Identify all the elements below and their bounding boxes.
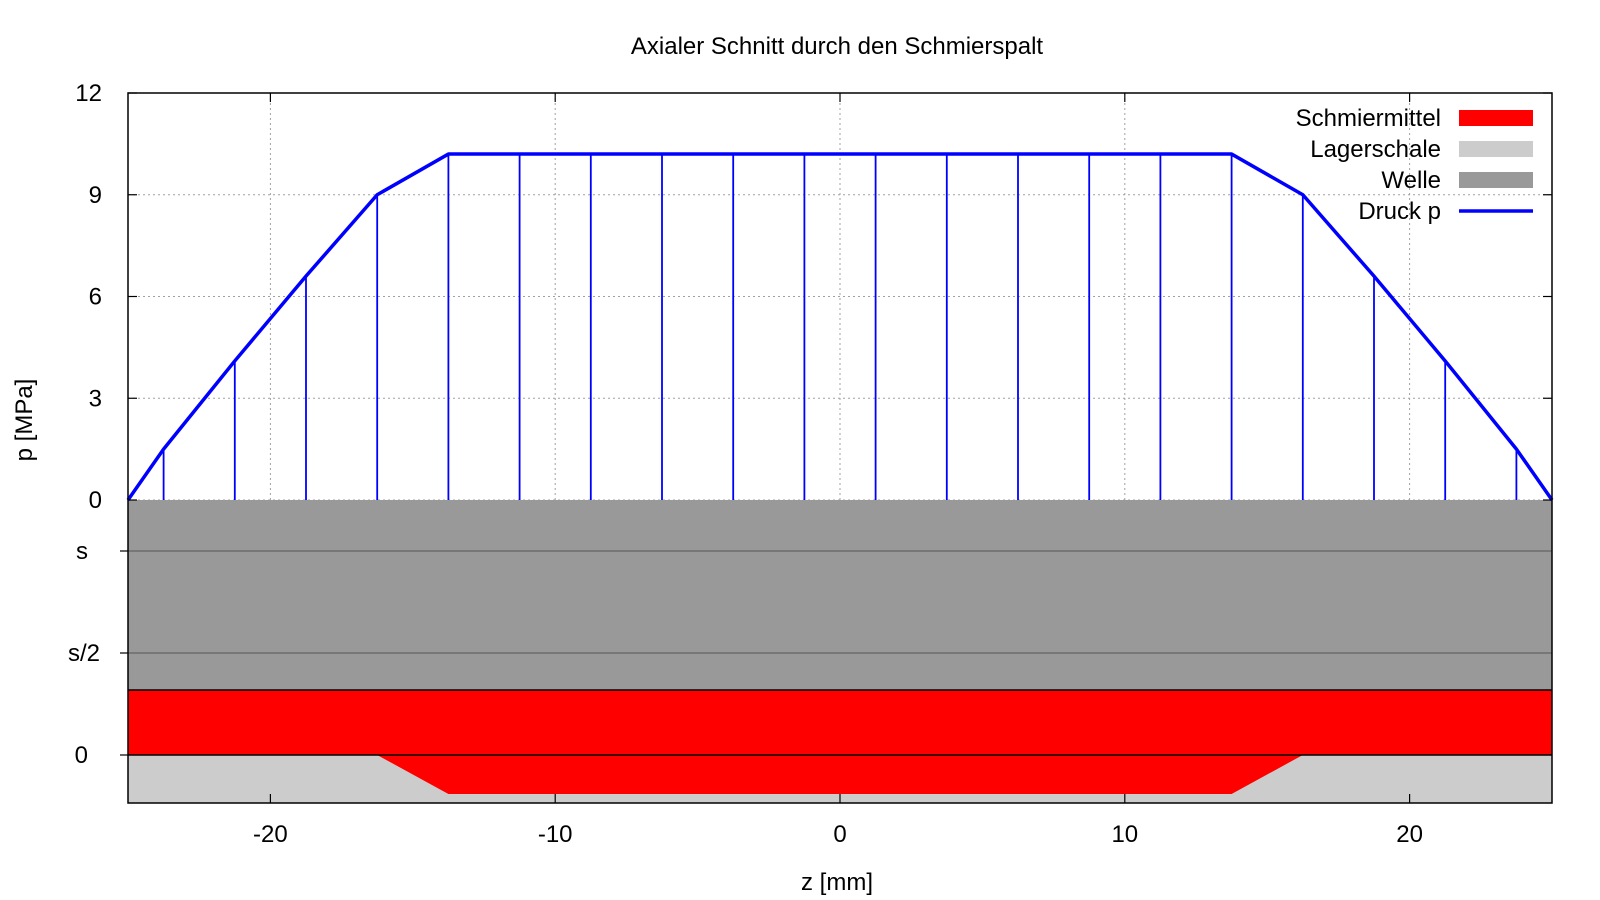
lower-tick-label: 0 (75, 742, 88, 769)
x-tick-label: -20 (253, 821, 288, 848)
legend-swatch (1459, 141, 1533, 157)
y-tick-label: 6 (89, 284, 102, 311)
pressure-line (126, 152, 1554, 502)
lower-tick-label: s (76, 538, 88, 565)
y-tick-label: 9 (89, 182, 102, 209)
legend: Schmiermittel Lagerschale Welle Druck p (1296, 105, 1533, 225)
legend-swatch (1459, 110, 1533, 126)
legend-swatch (1459, 172, 1533, 188)
x-tick-label: 0 (833, 821, 846, 848)
chart-title: Axialer Schnitt durch den Schmierspalt (631, 33, 1044, 60)
y-tick-label: 12 (75, 80, 102, 107)
schmiermittel-region (128, 690, 1552, 755)
welle-region (128, 500, 1552, 690)
legend-label: Welle (1381, 167, 1441, 194)
pressure-series (126, 152, 1554, 502)
schmiermittel-groove (377, 755, 1303, 794)
y-tick-label: 3 (89, 385, 102, 412)
y-axis-label: p [MPa] (11, 379, 38, 462)
axis-ticks: -20 -10 0 10 20 0 3 6 9 12 s s/2 0 (68, 80, 1552, 848)
x-tick-label: 20 (1396, 821, 1423, 848)
y-tick-label: 0 (89, 487, 102, 514)
legend-label: Schmiermittel (1296, 105, 1441, 132)
legend-label: Druck p (1358, 198, 1441, 225)
legend-label: Lagerschale (1310, 136, 1441, 163)
lower-tick-label: s/2 (68, 640, 100, 667)
cross-section (128, 500, 1552, 803)
x-tick-label: 10 (1111, 821, 1138, 848)
x-tick-label: -10 (538, 821, 573, 848)
x-axis-label: z [mm] (801, 869, 873, 896)
